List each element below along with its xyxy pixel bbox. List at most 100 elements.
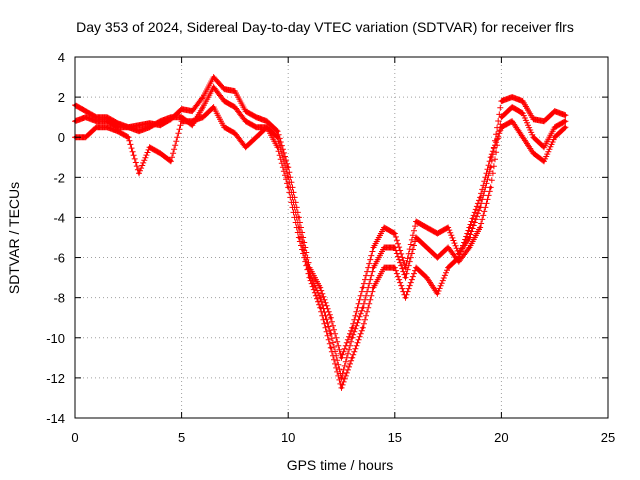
data-point: [233, 89, 237, 93]
data-point: [446, 246, 450, 249]
x-tick-label: 0: [71, 430, 78, 445]
data-point: [265, 119, 269, 123]
data-point: [169, 115, 173, 119]
y-tick-label: -8: [53, 291, 65, 306]
data-point: [499, 115, 503, 119]
plot-frame: [74, 56, 609, 419]
data-point: [521, 111, 525, 115]
data-point: [329, 316, 333, 320]
data-point: [510, 105, 514, 109]
y-tick-label: -14: [46, 411, 65, 426]
data-point: [414, 220, 418, 223]
data-point: [137, 171, 141, 175]
data-point: [404, 296, 407, 300]
data-point: [94, 119, 98, 123]
data-point: [297, 236, 301, 239]
data-point: [435, 256, 439, 260]
data-point: [233, 131, 237, 135]
data-point: [425, 226, 429, 229]
data-point: [201, 115, 205, 119]
grid: [75, 57, 608, 418]
data-point: [244, 145, 248, 149]
data-point: [276, 135, 279, 139]
data-point: [435, 232, 439, 235]
x-tick-label: 10: [281, 430, 295, 445]
data-point: [393, 232, 397, 235]
data-point: [94, 125, 98, 129]
axis-ticks: 0 5 10 15 20 25 -14 -12 -10 -8 -6 -4 -2 0 2 4: [46, 50, 615, 445]
data-point: [201, 95, 205, 99]
data-point: [414, 266, 418, 270]
data-point: [158, 151, 162, 155]
data-point: [180, 119, 184, 123]
y-tick-label: -12: [46, 371, 65, 386]
data-point: [499, 125, 503, 129]
data-point: [542, 159, 546, 163]
data-point: [563, 113, 567, 117]
data-point: [553, 109, 557, 113]
data-point: [340, 386, 343, 390]
data-point: [372, 286, 375, 290]
data-point: [372, 266, 375, 270]
data-point: [84, 109, 88, 113]
data-point: [329, 332, 333, 336]
data-point: [404, 276, 407, 280]
y-tick-label: 4: [58, 50, 65, 65]
data-point: [478, 195, 482, 199]
y-tick-label: 2: [58, 90, 65, 105]
data-point: [531, 117, 535, 121]
data-point: [382, 226, 386, 229]
series-2: [72, 84, 569, 381]
series-markers: [72, 84, 569, 381]
data-point: [286, 175, 290, 179]
data-point: [222, 87, 226, 91]
series-markers: [72, 74, 569, 361]
data-point: [510, 95, 514, 99]
series-3: [72, 104, 569, 391]
data-point: [254, 125, 258, 129]
data-point: [222, 99, 226, 103]
data-point: [542, 145, 546, 149]
data-point: [553, 125, 557, 129]
x-tick-label: 20: [494, 430, 508, 445]
data-point: [190, 123, 194, 127]
data-point: [542, 119, 546, 123]
data-point: [425, 246, 429, 249]
data-point: [361, 306, 365, 310]
data-point: [169, 159, 173, 163]
data-point: [510, 119, 514, 123]
data-point: [276, 129, 279, 133]
data-point: [318, 286, 322, 290]
data-point: [254, 115, 258, 119]
data-point: [222, 125, 226, 129]
data-point: [233, 105, 237, 109]
data-point: [393, 246, 397, 249]
data-point: [563, 125, 567, 129]
data-point: [212, 85, 216, 89]
data-point: [286, 185, 290, 189]
data-point: [350, 356, 354, 360]
data-point: [84, 115, 88, 119]
data-point: [521, 99, 525, 103]
data-point: [105, 125, 109, 129]
data-point: [414, 236, 418, 239]
x-tick-label: 5: [178, 430, 185, 445]
data-point: [308, 276, 311, 280]
data-point: [276, 145, 279, 149]
data-point: [350, 336, 354, 340]
data-point: [563, 119, 567, 123]
x-axis-label: GPS time / hours: [287, 457, 394, 473]
data-point: [126, 135, 130, 139]
data-point: [553, 135, 557, 139]
data-point: [148, 125, 152, 129]
data-point: [425, 276, 429, 280]
y-tick-label: -2: [53, 170, 65, 185]
data-point: [126, 125, 130, 129]
data-point: [116, 129, 120, 133]
data-point: [137, 129, 141, 133]
data-point: [212, 105, 216, 109]
data-point: [329, 346, 333, 350]
data-point: [478, 226, 482, 229]
data-point: [467, 226, 471, 229]
